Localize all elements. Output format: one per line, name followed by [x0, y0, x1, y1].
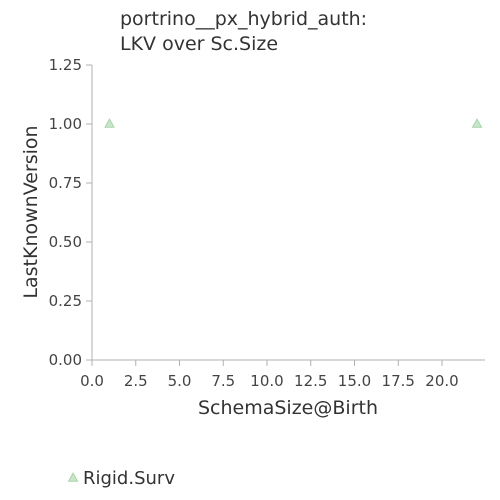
x-tick-label: 15.0	[338, 372, 371, 390]
x-tick-label: 17.5	[382, 372, 415, 390]
x-tick-label: 7.5	[211, 372, 235, 390]
x-tick-label: 10.0	[250, 372, 283, 390]
data-point	[104, 118, 115, 128]
plot-points	[104, 118, 483, 128]
x-tick-label: 5.0	[168, 372, 192, 390]
chart-title-line-2: LKV over Sc.Size	[120, 33, 278, 55]
chart-title-line-1: portrino__px_hybrid_auth:	[120, 8, 367, 30]
legend-marker-triangle	[67, 472, 79, 482]
y-tick-label: 0.25	[49, 292, 82, 310]
x-tick-label: 12.5	[294, 372, 327, 390]
legend: Rigid.Surv	[67, 468, 175, 489]
x-tick-label: 0.0	[80, 372, 104, 390]
x-axis-title: SchemaSize@Birth	[198, 397, 378, 419]
legend-label: Rigid.Surv	[83, 468, 175, 489]
y-tick-label: 0.50	[49, 233, 82, 251]
y-tick-label: 1.25	[49, 56, 82, 74]
x-tick-label: 20.0	[425, 372, 458, 390]
plot-axes: 0.00 0.25 0.50 0.75 1.00 1.25 0.0 2.5 5.0 7.5 10.0…	[49, 56, 485, 390]
x-tick-label: 2.5	[124, 372, 148, 390]
y-axis-title: LastKnownVersion	[20, 125, 42, 298]
data-point	[471, 118, 483, 128]
y-tick-label: 0.75	[49, 174, 82, 192]
y-tick-label: 1.00	[49, 115, 82, 133]
y-tick-label: 0.00	[49, 351, 82, 369]
